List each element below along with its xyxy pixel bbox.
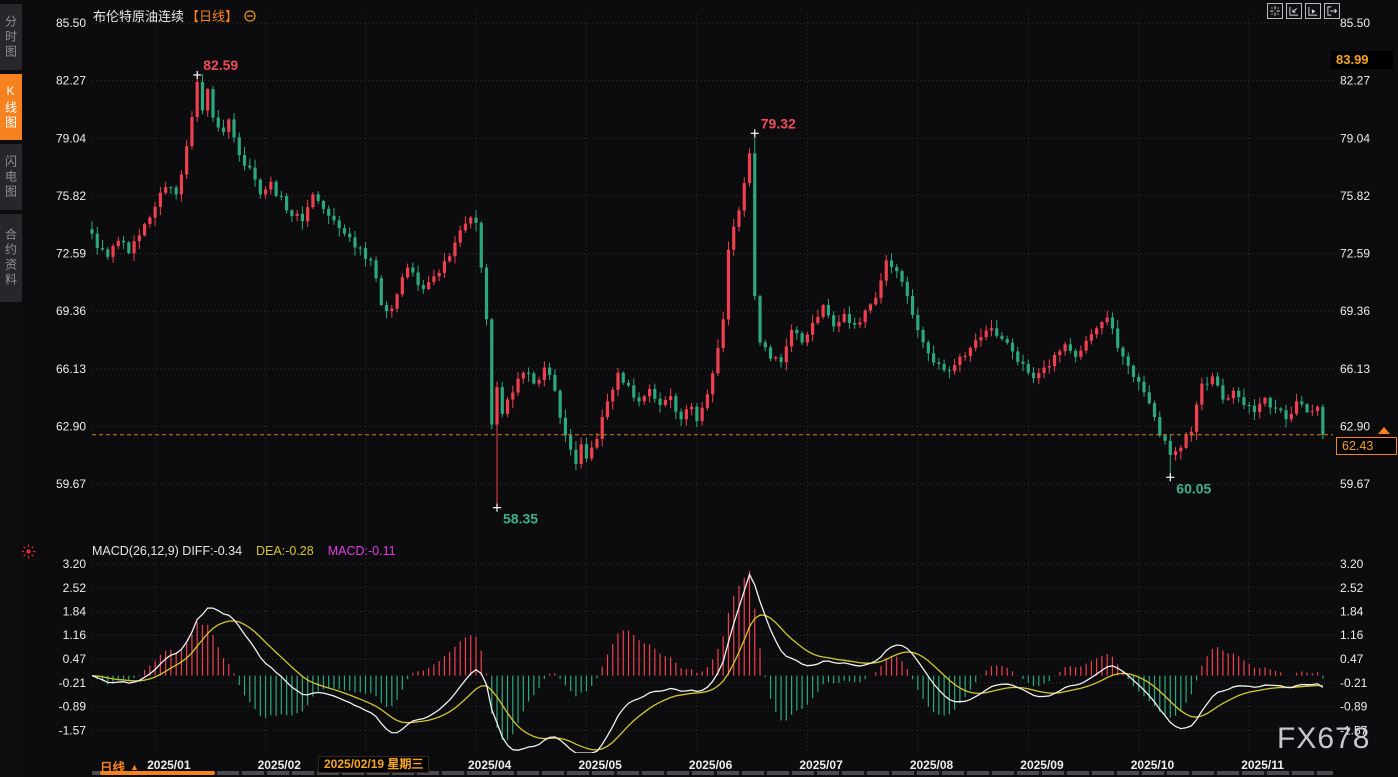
price-tick-left: 79.04	[56, 131, 86, 145]
price-tick-right: 75.82	[1340, 189, 1370, 203]
last-price-tag: 62.43	[1336, 437, 1397, 455]
x-axis-month-label: 2025/06	[688, 758, 733, 772]
sidebar-item-contract-info[interactable]: 合约资料	[0, 214, 22, 302]
extreme-price-label: 58.35	[503, 511, 538, 527]
sidebar-item-time-chart[interactable]: 分时图	[0, 4, 22, 70]
extreme-price-label: 60.05	[1176, 480, 1211, 496]
x-axis-month-label: 2025/09	[1020, 758, 1064, 772]
macd-hist-value: MACD:-0.11	[327, 544, 396, 558]
price-tick-left: 85.50	[56, 16, 86, 30]
macd-tick-right: 2.52	[1340, 581, 1364, 595]
x-axis-month-label: 2025/11	[1241, 758, 1284, 772]
macd-tick-right: 3.20	[1340, 557, 1364, 571]
chart-toolbar	[1267, 3, 1340, 19]
x-axis-month-label: 2025/08	[909, 758, 954, 772]
price-tick-left: 59.67	[56, 477, 86, 491]
macd-tick-right: 0.47	[1340, 652, 1364, 666]
x-axis-month-label: 2025/04	[467, 758, 512, 772]
chart-scrollbar-track[interactable]	[92, 771, 1333, 775]
period-tag: 【日线】	[186, 9, 239, 24]
price-direction-up-icon	[1378, 427, 1390, 434]
price-tick-left: 69.36	[56, 304, 86, 318]
x-axis-month-label: 2025/10	[1130, 758, 1175, 772]
macd-tick-left: 2.52	[63, 581, 87, 595]
price-tick-right: 85.50	[1340, 16, 1370, 30]
x-axis-month-label: 2025/02	[257, 758, 301, 772]
price-tick-right: 82.27	[1340, 74, 1370, 88]
extreme-price-label: 79.32	[761, 115, 796, 131]
price-tick-left: 62.90	[56, 419, 86, 433]
x-axis-month-label: 2025/07	[799, 758, 843, 772]
crosshair-tool-icon[interactable]	[1267, 3, 1283, 19]
zoom-window-tool-icon[interactable]	[1286, 3, 1302, 19]
candles-layer	[90, 74, 1325, 508]
macd-dea-value: DEA:-0.28	[256, 544, 314, 558]
macd-tick-right: -0.89	[1340, 700, 1368, 714]
sidebar-item-flash-chart[interactable]: 闪电图	[0, 144, 22, 210]
price-tick-right: 79.04	[1340, 131, 1370, 145]
macd-tick-right: 1.84	[1340, 604, 1364, 618]
price-annotations: 82.59 58.35 79.32 60.05	[193, 57, 1212, 527]
chevron-up-icon: ▲	[130, 761, 139, 772]
price-tick-right: 59.67	[1340, 477, 1370, 491]
crosshair-date-label: 2025/02/19 星期三	[318, 756, 430, 773]
sidebar: 分时图 K线图 闪电图 合约资料	[0, 0, 22, 777]
watermark: FX678	[1277, 722, 1371, 755]
x-axis-month-label: 2025/05	[578, 758, 622, 772]
price-tick-right: 72.59	[1340, 246, 1370, 260]
macd-tick-right: -0.21	[1340, 676, 1368, 690]
macd-diff-line	[91, 572, 1324, 753]
macd-tick-left: -0.89	[59, 700, 87, 714]
macd-tick-left: 0.47	[63, 652, 87, 666]
extreme-price-label: 82.59	[203, 57, 238, 73]
macd-tick-right: 1.16	[1340, 628, 1364, 642]
chart-settings-icon[interactable]	[243, 9, 257, 23]
macd-tick-left: 1.84	[63, 604, 87, 618]
x-axis-month-label: 2025/01	[147, 758, 191, 772]
x-axis-row: 日线 ▲ 2025/02/19 星期三 2025/01 2025/02 2025/0…	[0, 754, 1398, 777]
play-forward-tool-icon[interactable]	[1305, 3, 1321, 19]
exit-chart-tool-icon[interactable]	[1324, 3, 1340, 19]
macd-tick-left: -0.21	[59, 676, 87, 690]
instrument-title: 布伦特原油连续	[93, 9, 185, 24]
macd-tick-left: 1.16	[63, 628, 87, 642]
price-tick-right: 62.90	[1340, 419, 1370, 433]
price-tick-left: 66.13	[56, 362, 86, 376]
macd-header: MACD(26,12,9) DIFF:-0.34 DEA:-0.28 MACD:-0…	[92, 544, 410, 558]
axis-tick-labels: 85.50 85.50 82.27 82.27 79.04 79.04 75.82 75.82…	[56, 16, 1370, 737]
macd-dea-line	[91, 614, 1323, 751]
price-tick-left: 72.59	[56, 246, 86, 260]
macd-tick-left: 3.20	[63, 557, 87, 571]
upper-price-tag: 83.99	[1331, 51, 1393, 69]
gridlines	[92, 14, 1333, 752]
price-tick-left: 75.82	[56, 189, 86, 203]
macd-tick-left: -1.57	[59, 723, 87, 737]
price-tick-right: 69.36	[1340, 304, 1370, 318]
price-tick-left: 82.27	[56, 74, 86, 88]
chart-title-row: 布伦特原油连续 【日线】	[93, 6, 257, 25]
sidebar-item-candle-chart[interactable]: K线图	[0, 74, 22, 140]
indicator-alert-burst-icon[interactable]	[21, 544, 36, 559]
macd-tick-right: -1.57	[1340, 723, 1368, 737]
macd-params-diff-value: MACD(26,12,9) DIFF:-0.34	[92, 544, 243, 558]
macd-histogram	[96, 570, 1324, 740]
price-tick-right: 66.13	[1340, 362, 1370, 376]
chart-scrollbar-thumb[interactable]	[100, 771, 215, 775]
